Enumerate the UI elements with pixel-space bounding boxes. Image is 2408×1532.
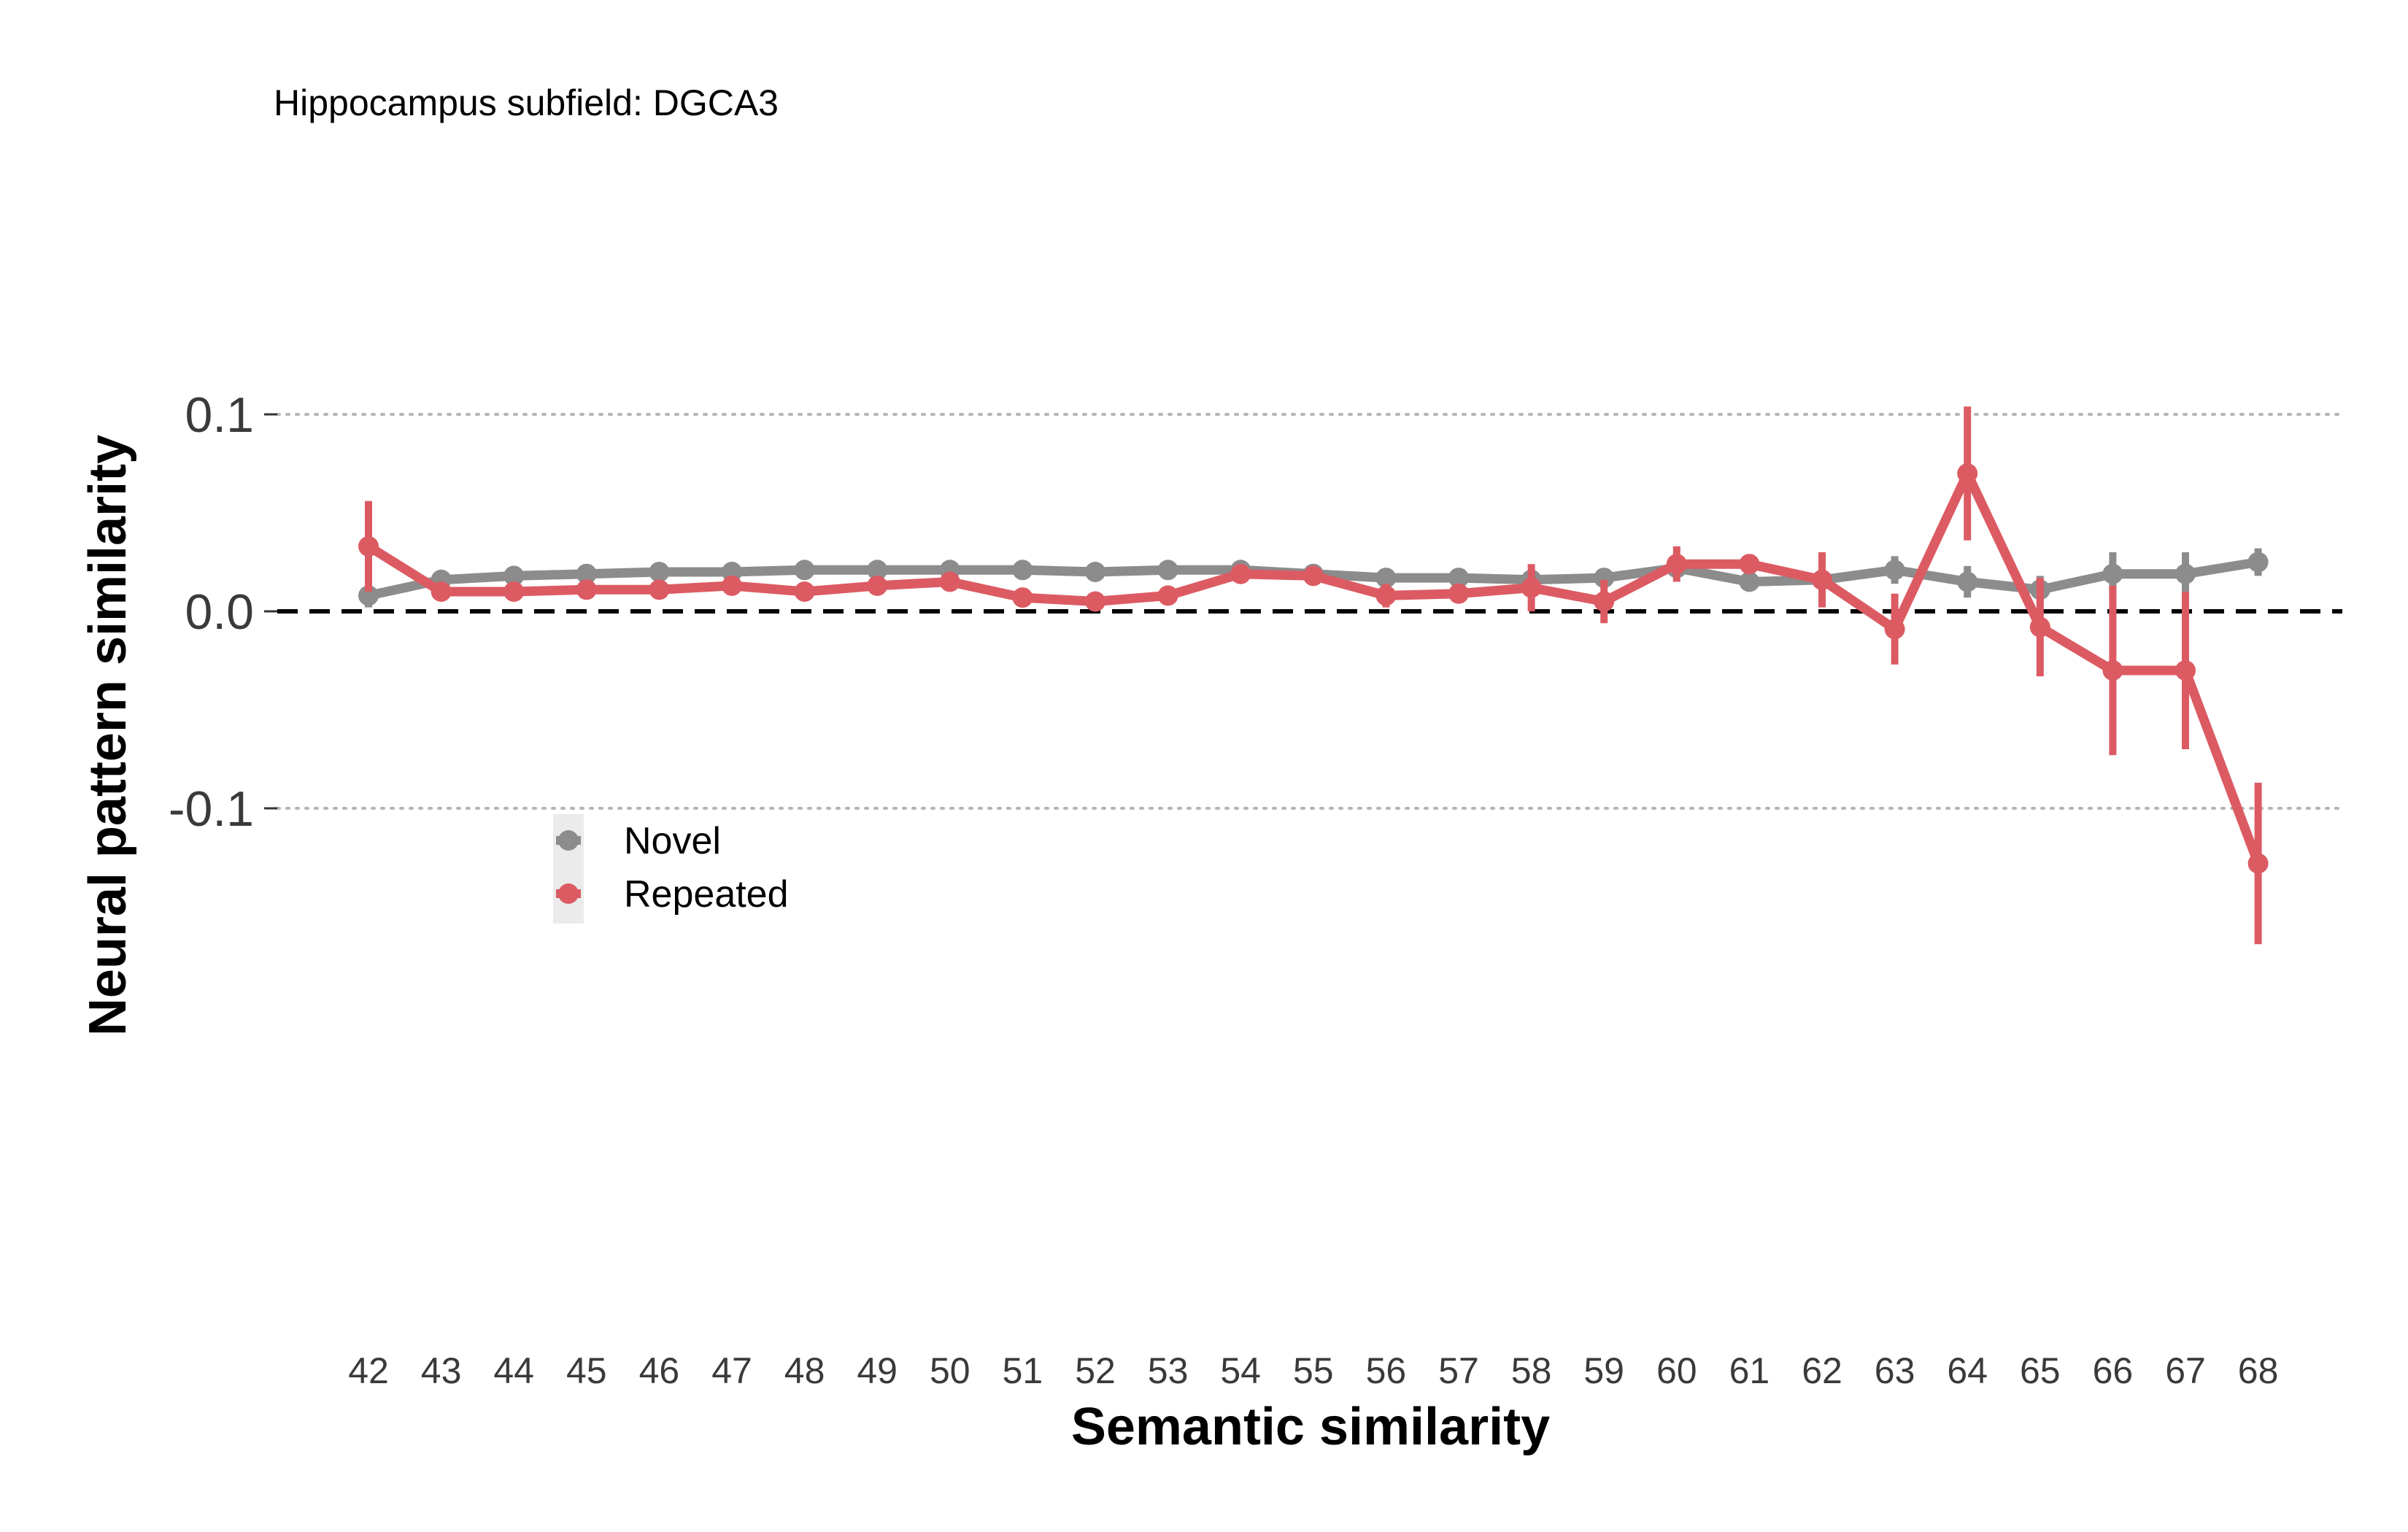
x-tick-label: 52	[1075, 1350, 1116, 1391]
x-axis-title: Semantic similarity	[1071, 1398, 1550, 1456]
data-point	[2247, 552, 2269, 573]
data-point	[722, 575, 742, 596]
data-point	[1085, 562, 1105, 582]
data-point	[1448, 583, 1469, 604]
x-tick-label: 67	[2165, 1350, 2206, 1391]
x-tick-label: 48	[784, 1350, 825, 1391]
data-point	[1739, 554, 1760, 575]
data-point	[1957, 463, 1978, 484]
legend-label: Novel	[624, 820, 721, 862]
data-point	[1812, 569, 1832, 590]
data-point	[2175, 563, 2196, 584]
data-point	[358, 535, 379, 557]
x-tick-label: 42	[348, 1350, 389, 1391]
data-point	[1448, 568, 1469, 589]
data-point	[1666, 554, 1687, 575]
data-point	[1157, 560, 1178, 581]
data-point	[1012, 587, 1033, 608]
y-tick-label: -0.1	[169, 781, 254, 837]
data-point	[2175, 660, 2196, 681]
data-point	[2029, 616, 2050, 638]
data-point	[1157, 585, 1178, 606]
data-point	[1739, 571, 1760, 592]
x-tick-label: 43	[421, 1350, 462, 1391]
x-axis: 42 43 44 45 46 47 48 49 50 51 52 53 54 55 56 57 58 59 60 61…	[348, 1350, 2278, 1391]
data-point	[649, 562, 670, 582]
data-point	[939, 571, 960, 592]
data-point	[794, 560, 815, 581]
data-point	[649, 579, 670, 600]
x-tick-label: 65	[2020, 1350, 2061, 1391]
x-tick-label: 63	[1875, 1350, 1915, 1391]
y-tick-label: 0.1	[185, 387, 254, 443]
x-tick-label: 45	[566, 1350, 607, 1391]
y-axis-title: Neural pattern similarity	[79, 435, 137, 1036]
x-tick-label: 44	[493, 1350, 534, 1391]
series-layer	[358, 406, 2269, 945]
data-point	[431, 581, 452, 602]
data-point	[1375, 585, 1397, 606]
chart-subtitle: Hippocampus subfield: DGCA3	[274, 82, 779, 123]
x-tick-label: 68	[2238, 1350, 2279, 1391]
x-tick-label: 57	[1438, 1350, 1479, 1391]
data-point	[1375, 568, 1397, 589]
data-point	[503, 565, 525, 587]
x-tick-label: 53	[1148, 1350, 1189, 1391]
data-point	[1594, 591, 1615, 612]
x-tick-label: 56	[1366, 1350, 1407, 1391]
legend-label: Repeated	[624, 873, 789, 916]
y-axis: 0.1 0.0 -0.1	[169, 387, 277, 837]
x-tick-label: 62	[1802, 1350, 1842, 1391]
x-tick-label: 54	[1220, 1350, 1261, 1391]
data-point	[1085, 591, 1105, 612]
x-tick-label: 50	[930, 1350, 970, 1391]
legend: Novel Repeated	[553, 814, 789, 924]
x-tick-label: 58	[1511, 1350, 1552, 1391]
x-tick-label: 60	[1656, 1350, 1697, 1391]
data-point	[1012, 560, 1033, 581]
data-point	[2102, 660, 2123, 681]
data-point	[1957, 571, 1978, 592]
y-tick-label: 0.0	[185, 584, 254, 640]
data-point	[867, 575, 888, 596]
data-point	[867, 560, 888, 581]
data-point	[794, 581, 815, 602]
series-line	[363, 468, 2264, 869]
x-tick-label: 46	[639, 1350, 680, 1391]
x-tick-label: 66	[2093, 1350, 2134, 1391]
x-tick-label: 64	[1947, 1350, 1988, 1391]
x-tick-label: 49	[857, 1350, 898, 1391]
data-point	[1230, 563, 1251, 584]
data-point	[1884, 560, 1905, 581]
x-tick-label: 51	[1003, 1350, 1043, 1391]
series-repeated	[358, 406, 2269, 945]
x-tick-label: 47	[711, 1350, 752, 1391]
data-point	[1594, 568, 1615, 589]
legend-key-marker	[558, 830, 579, 851]
x-tick-label: 61	[1729, 1350, 1770, 1391]
data-point	[2102, 563, 2123, 584]
data-point	[1521, 577, 1542, 598]
data-point	[503, 581, 525, 602]
data-point	[576, 563, 597, 584]
x-tick-label: 59	[1583, 1350, 1624, 1391]
data-point	[358, 585, 379, 606]
x-tick-label: 55	[1293, 1350, 1334, 1391]
data-point	[1884, 619, 1905, 640]
data-point	[1303, 565, 1324, 587]
legend-key-marker	[558, 883, 579, 904]
data-point	[2247, 853, 2269, 874]
grid-layer	[276, 413, 2344, 810]
data-point	[576, 579, 597, 600]
